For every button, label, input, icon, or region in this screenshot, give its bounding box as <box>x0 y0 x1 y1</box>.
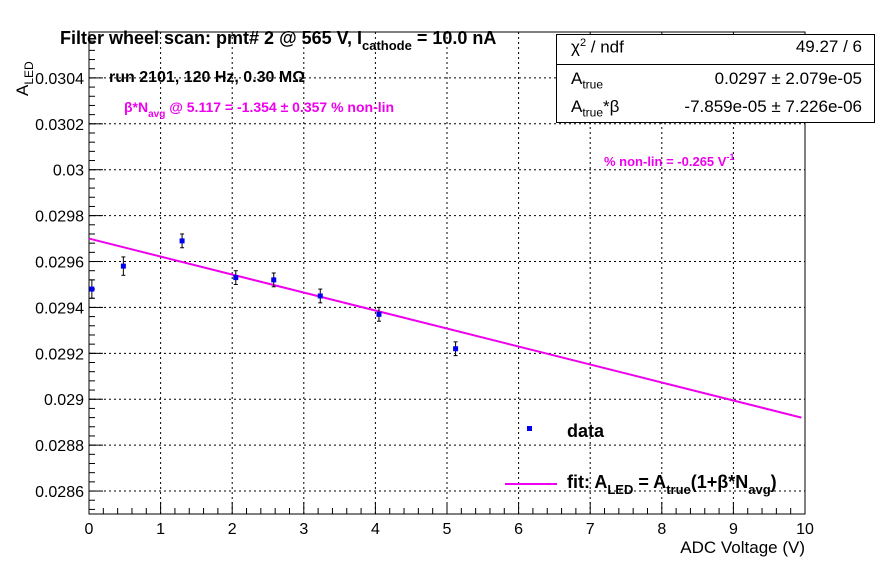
data-marker <box>271 277 277 283</box>
data-point <box>179 233 185 249</box>
y-tick-label: 0.0298 <box>35 209 84 226</box>
x-tick-label: 3 <box>299 521 308 538</box>
legend: data fit: ALED = Atrue(1+β*Navg) <box>505 421 777 497</box>
title-tail: = 10.0 nA <box>412 28 497 48</box>
x-tick-label: 1 <box>156 521 165 538</box>
x-tick-label: 0 <box>85 521 94 538</box>
y-tick-label: 0.029 <box>44 392 84 409</box>
x-tick-label: 6 <box>514 521 523 538</box>
y-axis-label: ALED <box>13 61 36 96</box>
legend-fit-label: fit: ALED = Atrue(1+β*Navg) <box>567 472 777 497</box>
data-point <box>376 306 382 322</box>
x-tick-label: 8 <box>657 521 666 538</box>
x-tick-label: 2 <box>228 521 237 538</box>
stat-atrueb-row: Atrue*β -7.859e-05 ± 7.226e-06 <box>557 95 874 123</box>
y-axis: 0.0286 0.0288 0.029 0.0292 0.0294 0.0296 0.029… <box>35 31 103 510</box>
y-tick-label: 0.0292 <box>35 346 84 363</box>
nonlin-annotation: β*Navg @ 5.117 = -1.354 ± 0.357 % non-li… <box>124 99 394 120</box>
nonlin-slope-annotation: % non-lin = -0.265 V-1 <box>604 152 734 169</box>
data-marker <box>376 311 382 317</box>
stat-chi2-value: 49.27 / 6 <box>795 37 862 56</box>
x-axis-label: ADC Voltage (V) <box>680 538 805 557</box>
stat-atrue-row: Atrue 0.0297 ± 2.079e-05 <box>557 67 874 95</box>
x-tick-label: 7 <box>586 521 595 538</box>
stat-chi2-label: χ2 / ndf <box>571 37 624 57</box>
data-marker <box>120 263 126 269</box>
y-tick-label: 0.0296 <box>35 255 84 272</box>
stat-atrue-label: Atrue <box>571 69 604 92</box>
legend-data-marker <box>527 426 532 431</box>
data-marker <box>317 293 323 299</box>
data-marker <box>453 346 459 352</box>
y-tick-label: 0.0302 <box>35 117 84 134</box>
fit-line-group <box>88 237 802 419</box>
y-tick-label: 0.0304 <box>35 71 84 88</box>
data-points-group <box>89 233 459 357</box>
stat-divider <box>557 64 874 65</box>
chart-title: Filter wheel scan: pmt# 2 @ 565 V, Icath… <box>60 28 496 53</box>
x-tick-label: 4 <box>371 521 380 538</box>
fit-line <box>88 237 802 419</box>
title-subscript: cathode <box>362 38 412 53</box>
stat-atrueb-value: -7.859e-05 ± 7.226e-06 <box>684 97 862 116</box>
legend-data-label: data <box>567 421 605 441</box>
y-tick-label: 0.0288 <box>35 438 84 455</box>
data-point <box>233 270 239 285</box>
data-marker <box>89 286 95 292</box>
data-point <box>89 279 95 299</box>
stat-chi2-row: χ2 / ndf 49.27 / 6 <box>557 35 874 63</box>
data-marker <box>233 275 239 281</box>
x-tick-label: 9 <box>729 521 738 538</box>
stat-atrueb-label: Atrue*β <box>571 97 620 120</box>
stat-atrue-value: 0.0297 ± 2.079e-05 <box>714 69 862 88</box>
x-tick-label: 10 <box>796 521 814 538</box>
data-point <box>317 288 323 304</box>
y-tick-label: 0.0294 <box>35 300 84 317</box>
data-point <box>271 272 277 288</box>
data-point <box>120 256 126 276</box>
y-tick-label: 0.0286 <box>35 484 84 501</box>
x-tick-label: 5 <box>443 521 452 538</box>
data-marker <box>179 238 185 244</box>
data-point <box>453 341 459 357</box>
run-info: run 2101, 120 Hz, 0.30 MΩ <box>109 69 305 86</box>
x-axis: 0 1 2 3 4 5 6 7 8 9 10 <box>85 502 814 538</box>
fit-stats-box: χ2 / ndf 49.27 / 6 Atrue 0.0297 ± 2.079e… <box>556 34 875 123</box>
y-tick-label: 0.03 <box>53 163 84 180</box>
